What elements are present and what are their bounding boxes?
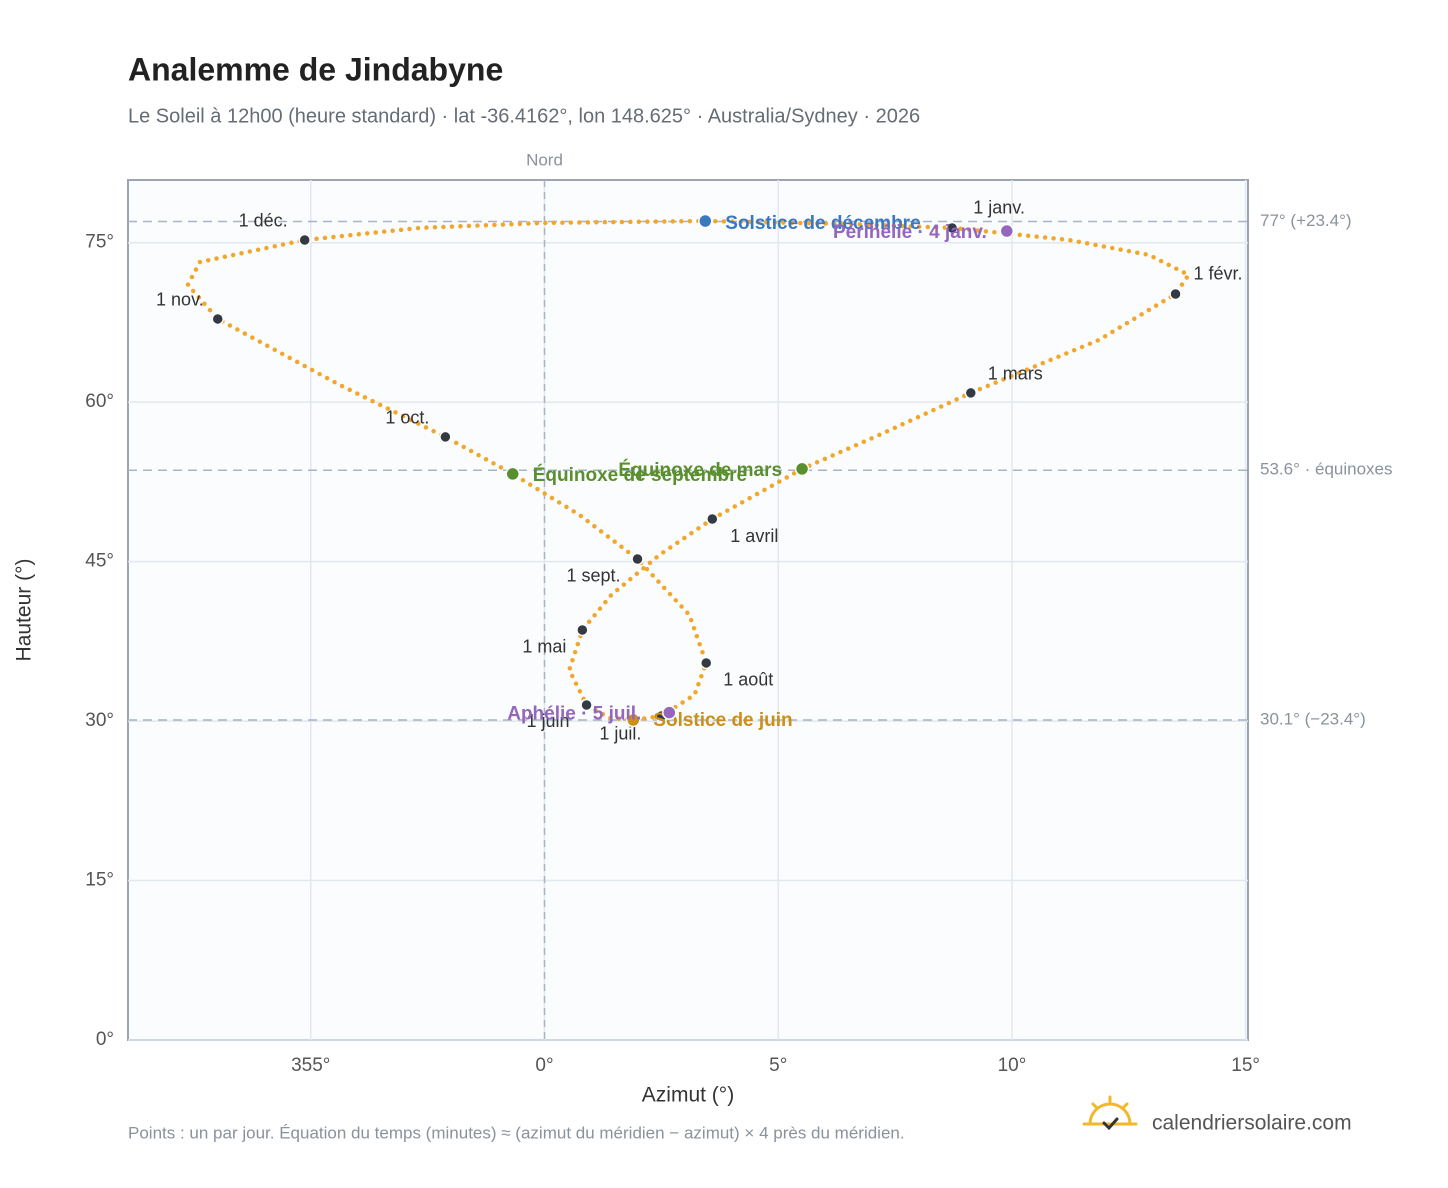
month-label: 1 févr. xyxy=(1194,264,1243,284)
month-label: 1 nov. xyxy=(156,290,204,310)
chart-title: Analemme de Jindabyne xyxy=(128,51,503,87)
event-point xyxy=(698,213,713,229)
x-tick-label: 355° xyxy=(291,1055,330,1076)
event-label: Aphélie · 5 juil. xyxy=(507,704,641,725)
month-label: 1 sept. xyxy=(566,566,620,586)
x-tick-label: 0° xyxy=(535,1055,553,1076)
month-point xyxy=(580,698,593,712)
x-tick-label: 5° xyxy=(769,1055,787,1076)
month-label: 1 avril xyxy=(730,526,778,546)
reference-label: 77° (+23.4°) xyxy=(1260,211,1352,230)
plot-area xyxy=(127,179,1249,1041)
event-point xyxy=(999,223,1015,239)
month-point xyxy=(631,552,644,566)
x-tick-label: 15° xyxy=(1231,1055,1260,1076)
event-label: Équinoxe de mars xyxy=(618,459,782,481)
month-point xyxy=(298,233,311,247)
event-point xyxy=(505,466,520,482)
month-label: 1 janv. xyxy=(973,198,1025,218)
y-tick-label: 45° xyxy=(85,551,114,572)
event-label: Périhélie · 4 janv. xyxy=(833,222,987,243)
event-point xyxy=(626,712,641,728)
event-point xyxy=(794,461,810,477)
x-axis-label: Azimut (°) xyxy=(642,1084,734,1107)
event-label: Équinoxe de septembre xyxy=(533,464,747,486)
reference-label: 53.6° · équinoxes xyxy=(1260,460,1393,479)
y-tick-label: 75° xyxy=(85,232,114,253)
month-label: 1 déc. xyxy=(239,211,288,231)
month-label: 1 mars xyxy=(988,364,1043,384)
event-label: Solstice de décembre xyxy=(725,213,920,234)
month-point xyxy=(699,656,713,670)
month-point xyxy=(211,312,224,326)
month-point xyxy=(439,430,452,444)
month-point xyxy=(706,512,719,526)
y-tick-label: 30° xyxy=(85,710,114,731)
month-point xyxy=(1169,287,1182,301)
footnote: Points : un par jour. Équation du temps … xyxy=(128,1123,905,1142)
month-point xyxy=(945,221,959,235)
month-label: 1 juin xyxy=(527,711,570,731)
y-axis-label: Hauteur (°) xyxy=(13,559,36,662)
y-tick-label: 15° xyxy=(85,870,114,891)
month-label: 1 août xyxy=(723,670,773,690)
y-tick-label: 0° xyxy=(96,1029,114,1050)
month-point xyxy=(964,386,978,400)
brand-logo xyxy=(1082,1095,1138,1131)
north-label: Nord xyxy=(526,150,563,169)
chart-subtitle: Le Soleil à 12h00 (heure standard) · lat… xyxy=(128,105,920,127)
month-point xyxy=(576,623,589,637)
month-label: 1 oct. xyxy=(385,408,429,428)
event-point xyxy=(662,705,677,720)
y-tick-label: 60° xyxy=(85,391,114,412)
brand: calendriersolaire.com xyxy=(1152,1112,1352,1135)
reference-label: 30.1° (−23.4°) xyxy=(1260,710,1366,729)
month-label: 1 mai xyxy=(522,637,566,657)
month-label: 1 juil. xyxy=(599,724,641,744)
x-tick-label: 10° xyxy=(998,1055,1027,1076)
event-label: Solstice de juin xyxy=(653,710,792,731)
